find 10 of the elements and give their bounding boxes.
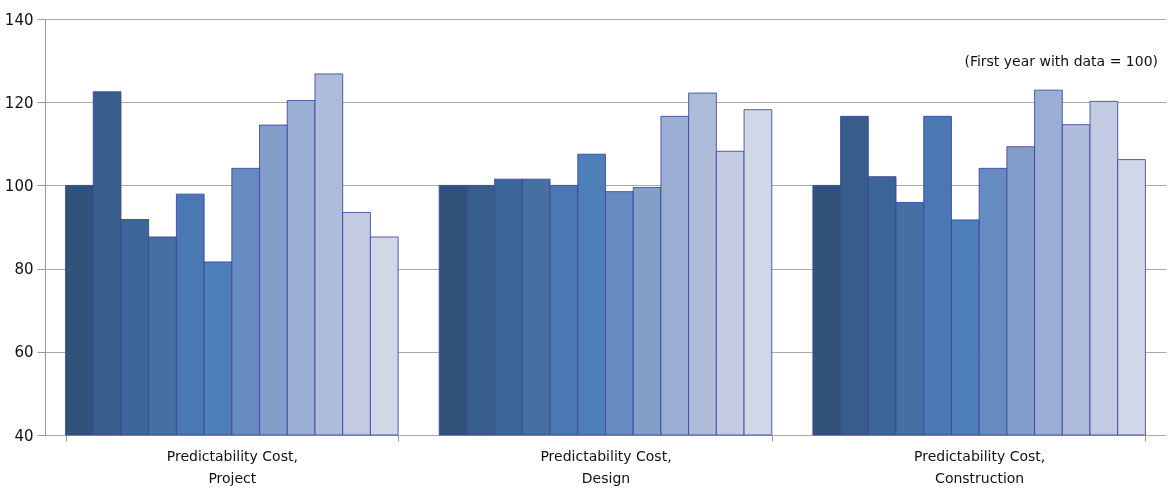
y-tick-label: 140 bbox=[4, 10, 34, 29]
y-tick-label: 40 bbox=[14, 426, 34, 445]
y-tick-label: 100 bbox=[4, 176, 34, 195]
x-tick-label: Predictability Cost, Construction bbox=[914, 447, 1046, 486]
y-tick-label: 60 bbox=[14, 343, 34, 362]
y-tick-label: 80 bbox=[14, 260, 34, 279]
x-tick-label: Predictability Cost, Project bbox=[166, 447, 298, 486]
y-tick-label: 120 bbox=[4, 93, 34, 112]
x-tick-label: Predictability Cost, Design bbox=[540, 447, 672, 486]
annotation: (First year with data = 100) bbox=[964, 53, 1158, 69]
